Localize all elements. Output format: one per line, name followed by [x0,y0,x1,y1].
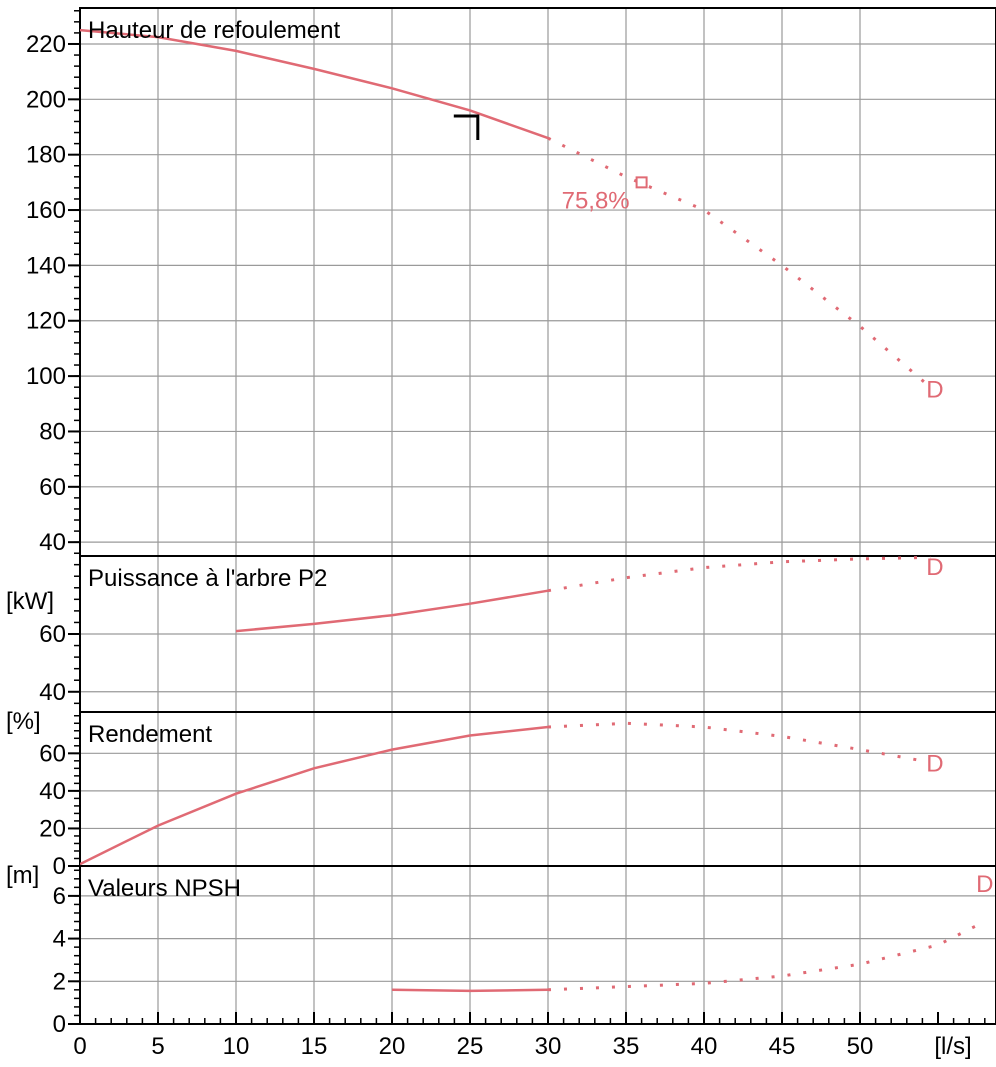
y-tick-label: 40 [39,778,66,805]
x-tick-label: 10 [223,1033,250,1060]
panel-title: Valeurs NPSH [88,875,241,902]
y-tick-label: 4 [53,926,66,953]
operating-point-marker [453,114,480,140]
y-unit-label: [%] [6,708,41,735]
y-tick-label: 60 [39,621,66,648]
panel-frame [79,865,996,1025]
y-tick-label: 140 [26,252,66,279]
curve-dotted [547,920,986,992]
panel-title: Hauteur de refoulement [88,17,340,44]
y-tick-label: 220 [26,31,66,58]
x-tick-label: 0 [73,1033,86,1060]
x-unit-label: [l/s] [934,1033,971,1060]
x-tick-label: 5 [151,1033,164,1060]
x-tick-label: 30 [535,1033,562,1060]
end-marker-label: D [926,554,943,581]
curve-solid [235,589,549,633]
y-unit-label: [kW] [6,588,54,615]
end-marker-label: D [926,751,943,778]
panel-title: Rendement [88,721,212,748]
curve-dotted [547,136,932,389]
y-tick-label: 160 [26,197,66,224]
frame-layer [68,7,996,1025]
grid-layer [80,8,996,1024]
y-tick-label: 40 [39,679,66,706]
x-tick-label: 20 [379,1033,406,1060]
x-tick-label: 15 [301,1033,328,1060]
y-tick-label: 100 [26,363,66,390]
panel-frame [79,711,996,867]
y-tick-label: 20 [39,815,66,842]
y-tick-label: 0 [53,1011,66,1038]
x-tick-label: 50 [847,1033,874,1060]
y-tick-label: 0 [53,853,66,880]
y-tick-label: 200 [26,86,66,113]
panel-title: Puissance à l'arbre P2 [88,565,327,592]
bep-marker [635,176,648,189]
panel-frame [79,7,996,557]
y-tick-label: 60 [39,474,66,501]
x-tick-label: 25 [457,1033,484,1060]
end-marker-label: D [926,377,943,404]
y-unit-label: [m] [6,862,39,889]
curve-solid [80,28,549,140]
y-tick-label: 120 [26,308,66,335]
x-tick-label: 45 [769,1033,796,1060]
y-tick-label: 40 [39,529,66,556]
bep-efficiency-label: 75,8% [562,187,630,214]
curve-solid [391,988,549,993]
x-tick-label: 40 [691,1033,718,1060]
curve-layer [80,28,986,993]
y-tick-label: 2 [53,968,66,995]
y-tick-label: 80 [39,418,66,445]
y-tick-label: 180 [26,142,66,169]
curve-solid [80,725,549,866]
curve-dotted [547,721,923,763]
end-marker-label: D [976,871,993,898]
x-tick-label: 35 [613,1033,640,1060]
y-tick-label: 6 [53,883,66,910]
curve-dotted [547,556,931,593]
y-tick-label: 60 [39,740,66,767]
